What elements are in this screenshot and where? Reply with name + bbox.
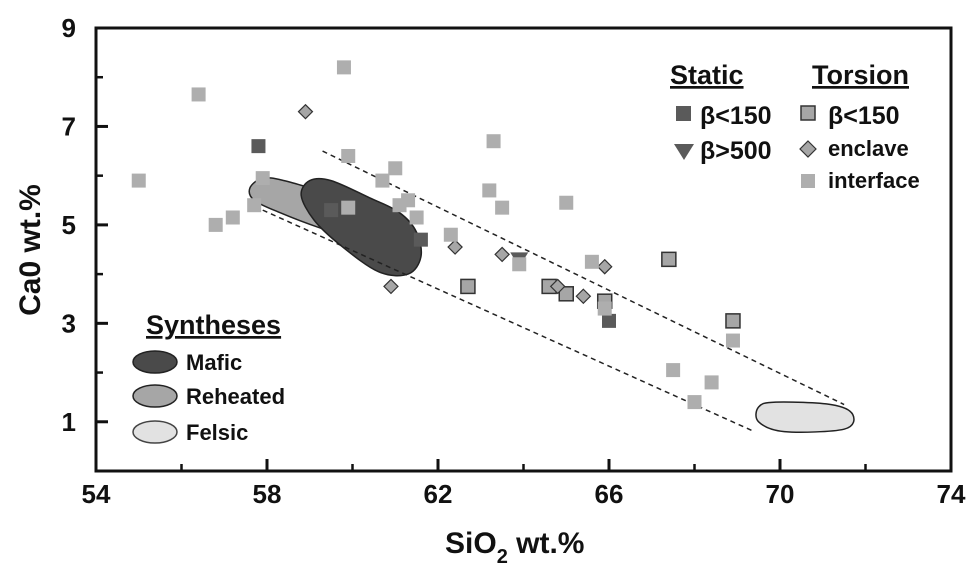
legend-mafic-swatch	[132, 350, 178, 374]
point-torsion-interface-7	[336, 60, 351, 75]
legend-syntheses-label-3: Felsic	[186, 420, 248, 445]
legend-torsion-diamond-icon	[799, 140, 817, 158]
legend-torsion-square-outlined-icon	[800, 105, 816, 121]
point-static-150-4	[602, 313, 616, 328]
point-torsion-interface-5	[247, 198, 262, 213]
legend-torsion-label-3: interface	[828, 168, 920, 193]
point-torsion-interface-1	[131, 173, 146, 188]
point-static-150-3	[413, 232, 428, 247]
legend-torsion-label-1: β<150	[828, 102, 900, 130]
x-tick-label: 54	[82, 479, 111, 509]
y-tick-label: 5	[62, 210, 76, 240]
point-torsion-enclave-4	[494, 246, 510, 263]
point-torsion-interface-15	[443, 227, 458, 242]
x-tick-label: 58	[253, 479, 282, 509]
field-felsic	[755, 401, 855, 433]
point-torsion-interface-10	[375, 173, 390, 188]
axis-ticks	[94, 26, 953, 471]
y-tick-label: 1	[62, 407, 76, 437]
data-points	[131, 60, 741, 410]
point-torsion-enclave-2	[383, 278, 399, 295]
x-tick-label: 70	[766, 479, 795, 509]
point-torsion-enclave-7	[596, 258, 613, 275]
legend-static-label-1: β<150	[700, 102, 772, 130]
legend-torsion-label-2: enclave	[828, 136, 909, 161]
y-axis-title: Ca0 wt.%	[14, 184, 47, 316]
field-mafic	[300, 177, 423, 277]
legend-syntheses: Syntheses Mafic Reheated Felsic	[132, 310, 285, 445]
point-torsion-150-3	[558, 286, 574, 302]
x-tick-label: 74	[937, 479, 966, 509]
legend-torsion: Torsion β<150 enclave interface	[799, 60, 920, 193]
legend-static-square-icon	[676, 106, 691, 121]
legend-reheated-swatch	[132, 384, 178, 408]
point-torsion-interface-11	[388, 161, 403, 176]
legend-felsic-swatch	[132, 420, 178, 444]
legend-syntheses-title: Syntheses	[146, 310, 281, 340]
legend-torsion-square-icon	[801, 174, 815, 188]
point-torsion-enclave-3	[447, 239, 463, 255]
point-static-150-1	[251, 139, 266, 154]
point-torsion-interface-25	[704, 375, 719, 390]
legend-static-triangle-icon	[674, 144, 694, 160]
point-torsion-interface-9	[341, 200, 356, 215]
dashed-line-2	[262, 209, 755, 433]
point-torsion-interface-8	[341, 148, 356, 163]
legend-static-label-2: β>500	[700, 137, 772, 165]
point-torsion-interface-14	[409, 210, 424, 225]
point-torsion-enclave-1	[297, 103, 314, 120]
point-torsion-interface-26	[725, 333, 740, 348]
point-torsion-interface-17	[486, 134, 501, 149]
point-torsion-enclave-5	[549, 278, 566, 295]
legend-syntheses-label-2: Reheated	[186, 384, 285, 409]
y-tick-label: 9	[62, 13, 76, 43]
legend-static: Static β<150 β>500	[670, 60, 772, 165]
trend-envelope	[262, 150, 845, 433]
legend-torsion-title: Torsion	[812, 60, 909, 90]
point-torsion-enclave-6	[575, 288, 592, 305]
axis-tick-labels: 54 58 62 66 70 74 1 3 5 7 9	[62, 13, 966, 509]
y-tick-label: 7	[62, 111, 76, 141]
y-tick-label: 3	[62, 308, 76, 338]
point-torsion-interface-6	[255, 171, 270, 186]
point-torsion-interface-22	[597, 301, 612, 316]
point-static-150-2	[324, 203, 339, 218]
point-torsion-interface-23	[666, 363, 681, 378]
x-tick-label: 62	[424, 479, 453, 509]
dashed-line-1	[322, 150, 845, 406]
legend-static-title: Static	[670, 60, 744, 90]
point-torsion-interface-13	[401, 193, 416, 208]
synthesis-fields	[248, 176, 855, 433]
point-torsion-interface-2	[191, 87, 206, 102]
point-torsion-interface-21	[584, 254, 599, 269]
point-torsion-150-5	[661, 251, 677, 268]
point-torsion-interface-18	[495, 200, 510, 215]
point-torsion-interface-3	[208, 217, 223, 232]
point-torsion-interface-4	[225, 210, 240, 225]
point-torsion-interface-16	[482, 183, 497, 198]
point-torsion-interface-19	[512, 257, 527, 272]
x-tick-label: 66	[595, 479, 624, 509]
x-axis-title: SiO2 wt.%	[445, 527, 584, 568]
point-torsion-interface-24	[687, 395, 702, 410]
legend-syntheses-label-1: Mafic	[186, 350, 242, 375]
point-torsion-interface-20	[559, 195, 574, 210]
point-torsion-150-6	[725, 313, 741, 329]
point-torsion-150-1	[460, 278, 476, 295]
